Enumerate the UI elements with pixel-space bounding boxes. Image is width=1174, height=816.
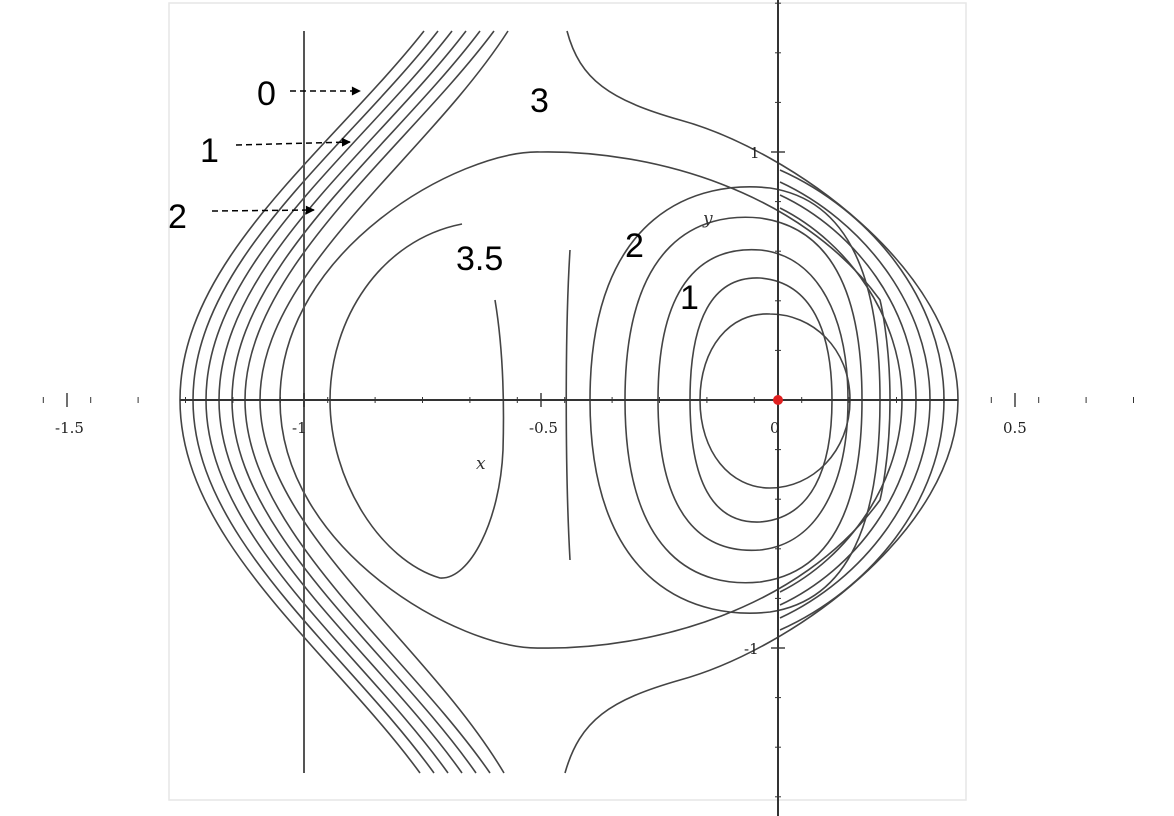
level-label-inner-1: 1 xyxy=(680,279,699,317)
level-label-3: 3 xyxy=(530,82,549,120)
level-3-5-right xyxy=(565,249,571,561)
inner-contour-2 xyxy=(624,216,863,584)
separatrix-contour xyxy=(279,151,891,649)
critical-point xyxy=(773,395,783,405)
tick-labels: -2-1.5-1-0.500.5321-1-2-3 xyxy=(55,144,1027,658)
y-axis-label: y xyxy=(702,209,713,229)
critical-points xyxy=(773,395,783,405)
level-label-2: 2 xyxy=(168,198,187,236)
inner-contour-3 xyxy=(657,248,849,552)
inner-contour-5 xyxy=(699,313,851,489)
level-labels: 0 1 2 3 3.5 2 1 xyxy=(168,75,699,317)
level-label-inner-2: 2 xyxy=(625,227,644,265)
inner-contour-1 xyxy=(589,186,881,614)
level-3-5-left xyxy=(329,223,505,579)
x-tick-label: -1 xyxy=(292,419,307,437)
level-label-3-5: 3.5 xyxy=(456,240,503,278)
x-tick-label: -0.5 xyxy=(529,419,558,437)
x-tick-label: 0 xyxy=(770,419,780,437)
y-tick-label: 1 xyxy=(750,144,760,162)
level-label-1: 1 xyxy=(200,132,219,170)
y-tick-label: -1 xyxy=(744,640,759,658)
inner-contour-4 xyxy=(689,277,833,523)
level-label-0: 0 xyxy=(257,75,276,113)
x-tick-label: 0.5 xyxy=(1003,419,1027,437)
level-arrow-2 xyxy=(211,205,315,215)
level-arrow-1 xyxy=(235,137,351,147)
x-tick-label: -1.5 xyxy=(55,419,84,437)
plot-border xyxy=(168,2,967,801)
x-axis-label: x xyxy=(476,454,486,474)
